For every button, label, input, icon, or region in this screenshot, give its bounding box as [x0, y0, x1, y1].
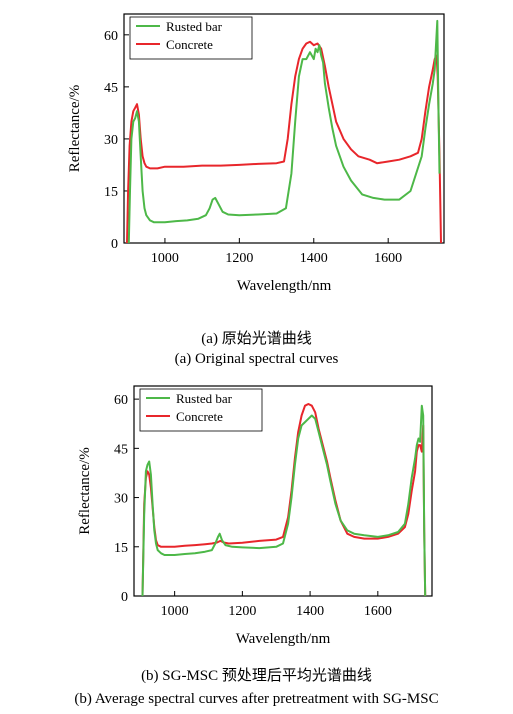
x-tick-label: 1000: [151, 251, 179, 266]
x-axis-label: Wavelength/nm: [236, 631, 331, 647]
legend-label-concrete: Concrete: [176, 409, 223, 424]
y-tick-label: 15: [114, 541, 128, 556]
legend-label-rusted-bar: Rusted bar: [166, 19, 223, 34]
series-line-concrete: [141, 403, 427, 597]
y-tick-label: 15: [104, 185, 118, 200]
legend-label-rusted-bar: Rusted bar: [176, 391, 233, 406]
caption-a-chinese: (a) 原始光谱曲线: [201, 331, 312, 347]
x-tick-label: 1600: [374, 251, 402, 266]
y-tick-label: 45: [114, 442, 128, 457]
legend-box: [139, 388, 263, 432]
y-tick-label: 30: [114, 492, 128, 507]
y-tick-label: 0: [121, 590, 128, 605]
legend-label-concrete: Concrete: [166, 37, 213, 52]
series-line-concrete: [126, 40, 442, 244]
y-axis-label: Reflectance/%: [67, 85, 83, 172]
chart-original-spectra: 0 15 30 45 60 1000 1200 1400 1600 Wavelength/nm Re…: [67, 13, 445, 294]
x-axis-label: Wavelength/nm: [237, 278, 332, 294]
legend-box: [129, 16, 253, 60]
x-tick-label: 1200: [228, 604, 256, 619]
caption-b-chinese: (b) SG-MSC 预处理后平均光谱曲线: [141, 668, 372, 684]
y-tick-label: 30: [104, 133, 118, 148]
chart-sgmsc-spectra: 0 15 30 45 60 1000 1200 1400 1600 Wavelength/nm Re…: [77, 385, 433, 647]
plot-frame: [123, 13, 445, 244]
caption-b-english: (b) Average spectral curves after pretre…: [74, 691, 439, 707]
series-line-rusted-bar: [141, 404, 427, 597]
x-tick-label: 1000: [161, 604, 189, 619]
y-tick-label: 60: [104, 29, 118, 44]
y-tick-label: 45: [104, 81, 118, 96]
x-tick-label: 1200: [225, 251, 253, 266]
plot-frame: [133, 385, 433, 597]
x-tick-label: 1400: [300, 251, 328, 266]
series-line-rusted-bar: [127, 19, 441, 244]
x-tick-label: 1600: [364, 604, 392, 619]
y-tick-label: 60: [114, 393, 128, 408]
caption-a-english: (a) Original spectral curves: [174, 351, 339, 367]
y-axis-label: Reflectance/%: [77, 447, 93, 534]
x-tick-label: 1400: [296, 604, 324, 619]
y-tick-label: 0: [111, 237, 118, 252]
